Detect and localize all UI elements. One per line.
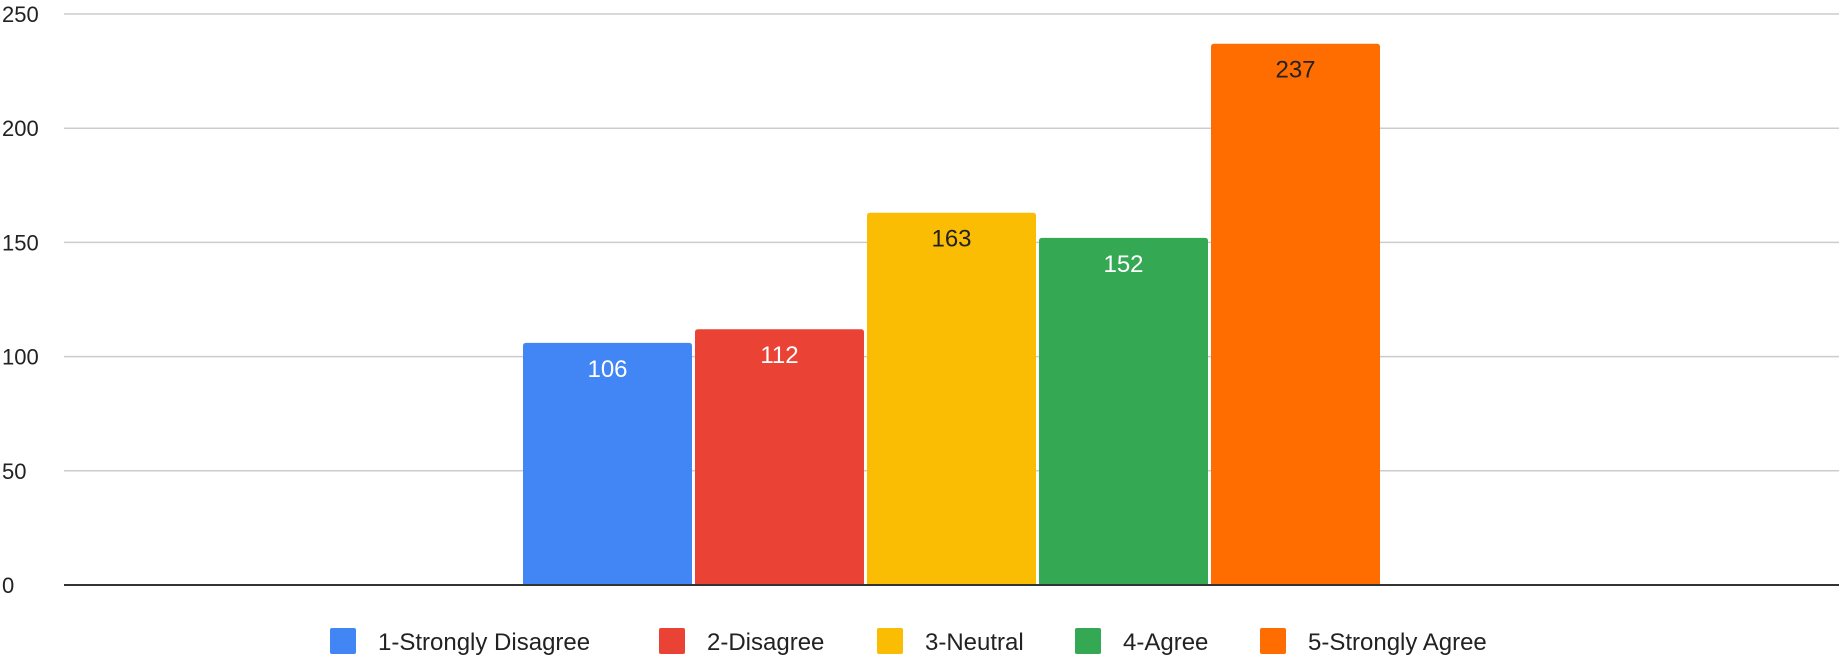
- data-label: 106: [587, 356, 627, 383]
- y-axis-ticks: 0 50 100 150 200 250: [2, 2, 39, 598]
- legend-label: 5-Strongly Agree: [1308, 629, 1487, 656]
- legend-label: 1-Strongly Disagree: [378, 629, 590, 656]
- legend-swatch: [330, 628, 356, 654]
- legend-label: 2-Disagree: [707, 629, 824, 656]
- bar: [523, 342, 692, 585]
- y-tick-label: 50: [2, 459, 26, 484]
- legend-label: 4-Agree: [1123, 629, 1208, 656]
- data-labels: 106 112 163 152 237: [587, 57, 1315, 383]
- data-label: 237: [1275, 57, 1315, 84]
- legend-label: 3-Neutral: [925, 629, 1024, 656]
- y-tick-label: 150: [2, 230, 39, 255]
- y-tick-label: 250: [2, 2, 39, 27]
- y-tick-label: 0: [2, 573, 14, 598]
- bar: [1039, 237, 1208, 585]
- legend-swatch: [1075, 628, 1101, 654]
- bar: [867, 212, 1036, 585]
- bar: [1211, 43, 1380, 585]
- y-tick-label: 200: [2, 116, 39, 141]
- data-label: 163: [931, 226, 971, 253]
- y-tick-label: 100: [2, 345, 39, 370]
- bars: [523, 43, 1380, 585]
- bar: [695, 329, 864, 585]
- legend-swatch: [877, 628, 903, 654]
- legend-swatch: [659, 628, 685, 654]
- legend: 1-Strongly Disagree 2-Disagree 3-Neutral 4-…: [330, 628, 1487, 656]
- data-label: 152: [1103, 251, 1143, 278]
- data-label: 112: [760, 342, 798, 369]
- legend-swatch: [1260, 628, 1286, 654]
